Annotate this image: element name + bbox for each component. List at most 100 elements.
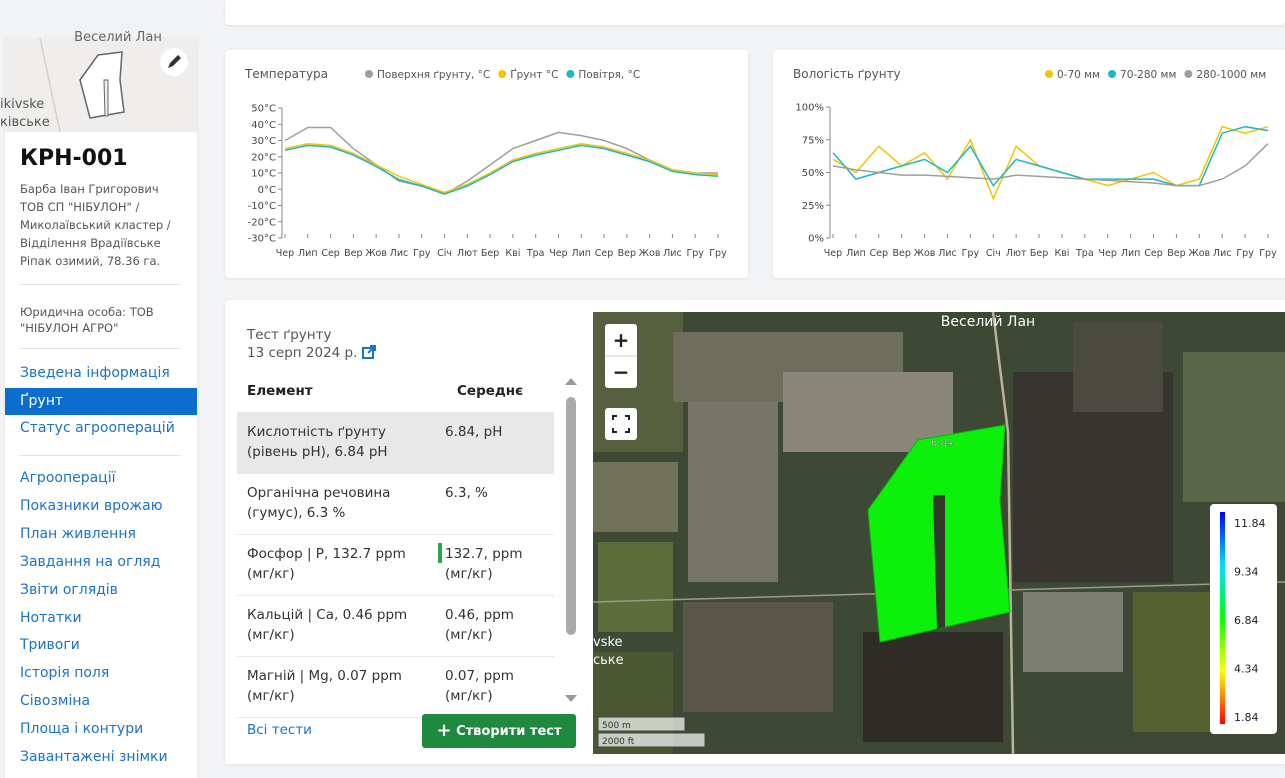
x-tick-label: Гру xyxy=(962,248,980,259)
x-tick-label: Чер xyxy=(549,248,567,259)
field-gap xyxy=(933,495,945,629)
nav-item[interactable]: Зведена інформація xyxy=(20,365,170,381)
y-tick-label: 50% xyxy=(802,168,824,179)
legal-entity: Юридична особа: ТОВ "НІБУЛОН АГРО" xyxy=(20,305,154,335)
all-tests-link[interactable]: Всі тести xyxy=(247,722,312,738)
x-tick-label: Гру xyxy=(686,248,704,259)
x-tick-label: Вер xyxy=(618,248,636,259)
table-row[interactable]: Фосфор | P, 132.7 ppm (мг/кг) 132.7, ppm … xyxy=(237,534,554,596)
test-date: 13 серп 2024 р. xyxy=(247,345,376,361)
series-line xyxy=(284,126,718,195)
legend-box xyxy=(1210,504,1277,734)
scroll-up[interactable] xyxy=(565,378,577,385)
nav-item[interactable]: Площа і контури xyxy=(20,721,144,738)
parcel xyxy=(863,632,1003,742)
place-label: ківське xyxy=(0,115,50,130)
legend-gradient xyxy=(1220,512,1225,724)
icon-arrow xyxy=(366,345,376,354)
x-tick-label: Бер xyxy=(481,248,499,259)
nav-item[interactable]: Сівозміна xyxy=(20,693,91,710)
y-tick-label: 10°C xyxy=(251,169,276,180)
legend-dot xyxy=(365,70,373,78)
nav-item[interactable]: Завдання на огляд xyxy=(20,553,161,570)
x-tick-label: Кві xyxy=(505,248,520,259)
chart-title: Вологість ґрунту xyxy=(793,67,901,81)
table-row[interactable]: Органічна речовина (гумус), 6.3 % 6.3, % xyxy=(237,473,554,535)
x-tick-label: Вер xyxy=(344,248,362,259)
detail-line: Ріпак озимий, 78.36 га. xyxy=(20,254,161,268)
field-label: 6.84 xyxy=(931,438,953,449)
scroll-down[interactable] xyxy=(565,695,577,702)
road xyxy=(991,312,1015,754)
indicator xyxy=(438,543,442,563)
external-link-icon[interactable] xyxy=(361,345,376,359)
nav-item[interactable]: Ґрунт xyxy=(5,387,197,415)
table-row[interactable]: Магній | Mg, 0.07 ppm (мг/кг) 0.07, ppm (… xyxy=(237,656,554,718)
x-tick-label: Лют xyxy=(1006,248,1027,259)
x-tick-label: Гру xyxy=(413,248,431,259)
y-tick-label: 30°C xyxy=(251,136,276,147)
parcel xyxy=(1073,322,1163,412)
y-tick-label: -20°C xyxy=(248,217,276,228)
x-tick-label: Сер xyxy=(870,248,889,259)
top-card xyxy=(225,0,1285,25)
element-cell: Органічна речовина (гумус), 6.3 % xyxy=(247,485,391,521)
y-tick-label: 100% xyxy=(795,103,824,114)
element-cell: Кальцій | Ca, 0.46 ppm (мг/кг) xyxy=(247,607,408,643)
col-header: Елемент xyxy=(247,383,313,399)
parcel xyxy=(1023,592,1123,672)
legend-dot xyxy=(566,70,575,78)
zoom-out[interactable]: − xyxy=(613,360,630,384)
zoom-in[interactable]: + xyxy=(613,328,630,352)
y-tick-label: 0% xyxy=(808,234,824,245)
create-test-button[interactable]: + Створити тест xyxy=(422,714,576,748)
scrollbar[interactable] xyxy=(560,375,582,705)
x-tick-label: Лис xyxy=(938,248,957,259)
x-tick-label: Тра xyxy=(1075,248,1094,259)
chart: Вологість ґрунту 0-70 мм 70-280 мм 280-1000… xyxy=(793,67,1277,259)
x-tick-label: Лип xyxy=(571,248,591,259)
fullscreen-button[interactable] xyxy=(605,408,637,440)
scroll-thumb[interactable] xyxy=(566,397,576,635)
x-tick-label: Лип xyxy=(1121,248,1141,259)
nav-item[interactable]: Статус агрооперацій xyxy=(20,420,175,436)
x-tick-label: Січ xyxy=(437,248,452,259)
y-tick-label: 75% xyxy=(802,135,824,146)
map[interactable]: 6.84 Веселий Лан vske ське + − 500 m 200… xyxy=(593,312,1285,754)
legend-label: Повітря, °C xyxy=(578,69,640,81)
nav-item[interactable]: Нотатки xyxy=(20,609,82,626)
nav-item[interactable]: Історія поля xyxy=(20,665,110,682)
plus-icon: + xyxy=(436,720,452,741)
nav-item[interactable]: Звіти оглядів xyxy=(20,581,118,598)
table-row[interactable]: Кислотність ґрунту (рівень pH), 6.84 pH 6… xyxy=(237,412,554,474)
divider xyxy=(20,348,180,349)
x-tick-label: Гру xyxy=(1236,248,1254,259)
nav-item[interactable]: Агрооперації xyxy=(20,470,116,486)
x-tick-label: Лип xyxy=(298,248,318,259)
nav-item[interactable]: Показники врожаю xyxy=(20,497,163,514)
x-tick-label: Жов xyxy=(1188,248,1210,259)
scale-bar xyxy=(597,732,706,748)
x-tick-label: Бер xyxy=(1030,248,1048,259)
table-row[interactable]: Кальцій | Ca, 0.46 ppm (мг/кг) 0.46, ppm … xyxy=(237,595,554,657)
nav-item[interactable]: План живлення xyxy=(20,525,136,542)
detail-line: Барба Іван Григорович xyxy=(20,182,159,196)
x-tick-label: Чер xyxy=(824,248,842,259)
place-label: ikivske xyxy=(0,97,44,112)
x-tick-label: Сер xyxy=(595,248,614,259)
legend-label: 70-280 мм xyxy=(1120,69,1176,81)
legend-label: 4.34 xyxy=(1234,663,1259,676)
parcel xyxy=(1133,592,1223,732)
value-cell: 132.7, ppm (мг/кг) xyxy=(445,546,523,582)
detail-line: Відділення Врадіївське xyxy=(20,236,161,250)
field-details: Барба Іван Григорович ТОВ СП "НІБУЛОН" / М… xyxy=(20,180,171,270)
legend-label: Ґрунт °C xyxy=(510,68,558,81)
place-label: ське xyxy=(593,653,624,668)
parcel xyxy=(683,602,833,712)
nav-item[interactable]: Тривоги xyxy=(20,637,80,654)
field-thumbnail: Веселий Лан ikivske ківське xyxy=(0,30,197,132)
legend-dot xyxy=(1108,70,1117,78)
y-tick-label: 25% xyxy=(802,201,824,212)
nav-item[interactable]: Завантажені знімки xyxy=(20,749,168,765)
